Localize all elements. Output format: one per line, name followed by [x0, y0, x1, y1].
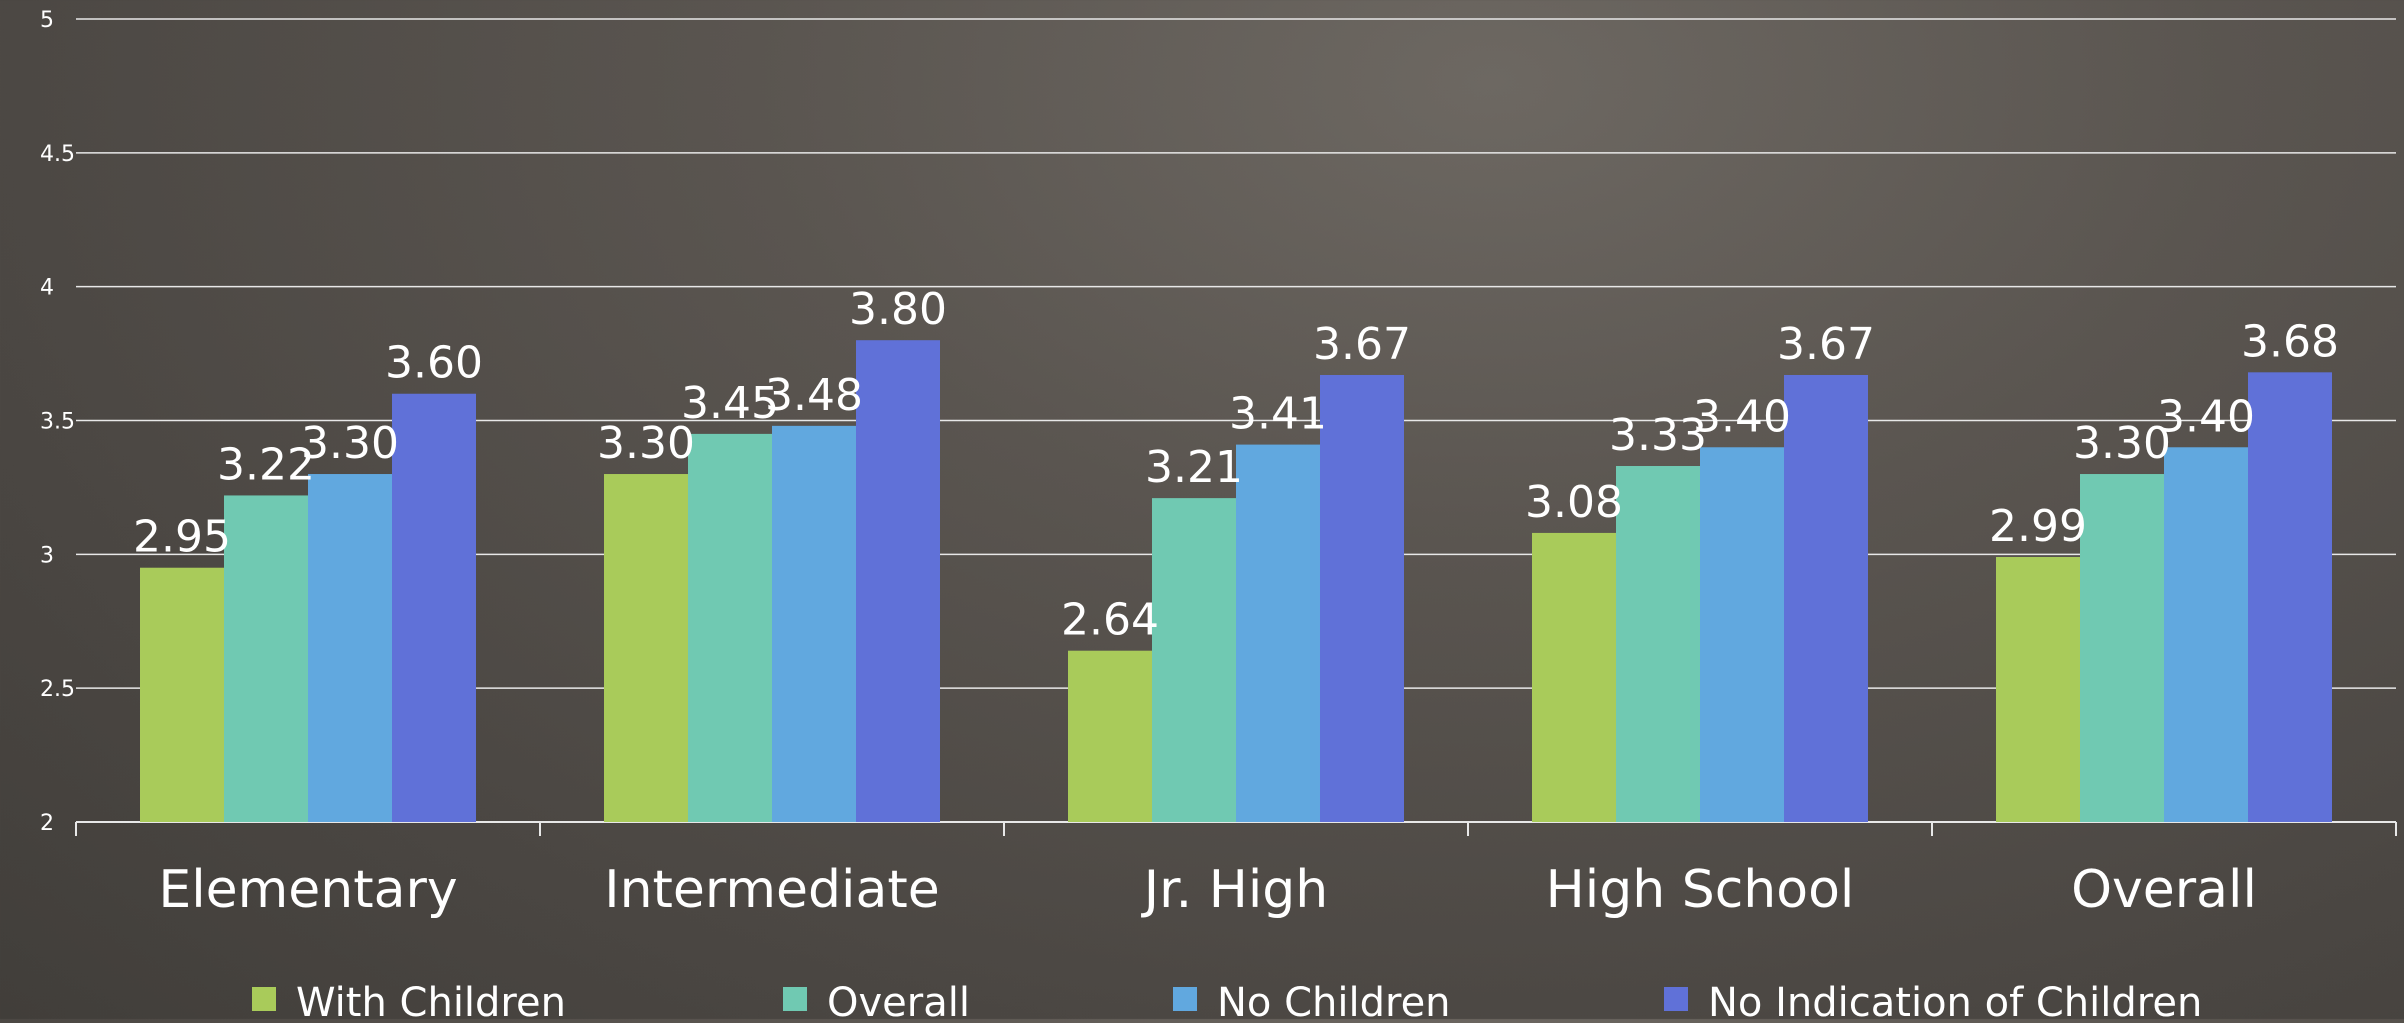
data-label: 2.95 — [133, 512, 231, 563]
y-tick-label: 4.5 — [40, 142, 75, 167]
bar-0-3 — [392, 393, 476, 822]
bar-3-3 — [1784, 374, 1868, 822]
data-label: 3.60 — [385, 338, 483, 389]
y-tick-label: 4 — [40, 276, 54, 301]
bar-1-2 — [772, 425, 856, 822]
bar-4-0 — [1996, 557, 2080, 822]
legend-label-0: With Children — [296, 980, 566, 1019]
bar-2-0 — [1068, 650, 1152, 822]
bar-1-0 — [604, 474, 688, 822]
y-tick-label: 5 — [40, 8, 54, 33]
data-label: 3.22 — [217, 439, 315, 490]
bar-3-2 — [1700, 447, 1784, 822]
bar-1-1 — [688, 433, 772, 822]
data-label: 2.64 — [1061, 595, 1159, 646]
legend-swatch-1 — [783, 987, 807, 1011]
data-label: 3.68 — [2241, 316, 2339, 367]
bar-1-3 — [856, 340, 940, 822]
y-tick-label: 2 — [40, 811, 54, 836]
data-label: 3.48 — [765, 370, 863, 421]
data-label: 3.67 — [1777, 319, 1875, 370]
bar-3-1 — [1616, 466, 1700, 822]
data-label: 3.30 — [2073, 418, 2171, 469]
data-label: 3.21 — [1145, 442, 1243, 493]
bar-0-0 — [140, 567, 224, 822]
y-tick-label: 3 — [40, 543, 54, 568]
data-label: 2.99 — [1989, 501, 2087, 552]
bars — [140, 340, 2332, 822]
data-labels: 2.953.223.303.603.303.453.483.802.643.21… — [133, 284, 2339, 645]
data-label: 3.30 — [301, 418, 399, 469]
data-label: 3.67 — [1313, 319, 1411, 370]
x-category-label: Jr. High — [1141, 860, 1329, 920]
data-label: 3.08 — [1525, 477, 1623, 528]
bar-2-3 — [1320, 374, 1404, 822]
legend-label-1: Overall — [827, 980, 970, 1019]
bar-0-1 — [224, 495, 308, 822]
data-label: 3.33 — [1609, 410, 1707, 461]
data-label: 3.80 — [849, 284, 947, 335]
legend-label-3: No Indication of Children — [1708, 980, 2202, 1019]
bar-2-2 — [1236, 444, 1320, 822]
data-label: 3.40 — [2157, 391, 2255, 442]
x-category-label: Overall — [2071, 860, 2257, 920]
data-label: 3.30 — [597, 418, 695, 469]
bar-4-1 — [2080, 474, 2164, 822]
legend: With Children Overall No Children No Indica… — [252, 980, 2202, 1023]
bar-3-0 — [1532, 532, 1616, 822]
x-category-label: Intermediate — [604, 860, 940, 920]
x-category-label: High School — [1546, 860, 1855, 920]
y-tick-label: 3.5 — [40, 410, 75, 435]
data-label: 3.45 — [681, 378, 779, 429]
y-tick-label: 2.5 — [40, 677, 75, 702]
bar-4-2 — [2164, 447, 2248, 822]
x-category-label: Elementary — [158, 860, 457, 920]
legend-label-2: No Children — [1217, 980, 1451, 1019]
legend-swatch-0 — [252, 987, 276, 1011]
data-label: 3.40 — [1693, 391, 1791, 442]
axes: 2 2.5 3 3.5 4 4.5 5 Elementary Intermediate Jr. H… — [40, 8, 2397, 920]
legend-swatch-3 — [1664, 987, 1688, 1011]
data-label: 3.41 — [1229, 389, 1327, 440]
bar-0-2 — [308, 474, 392, 822]
legend-swatch-2 — [1173, 987, 1197, 1011]
bar-2-1 — [1152, 498, 1236, 822]
bar-4-3 — [2248, 372, 2332, 822]
